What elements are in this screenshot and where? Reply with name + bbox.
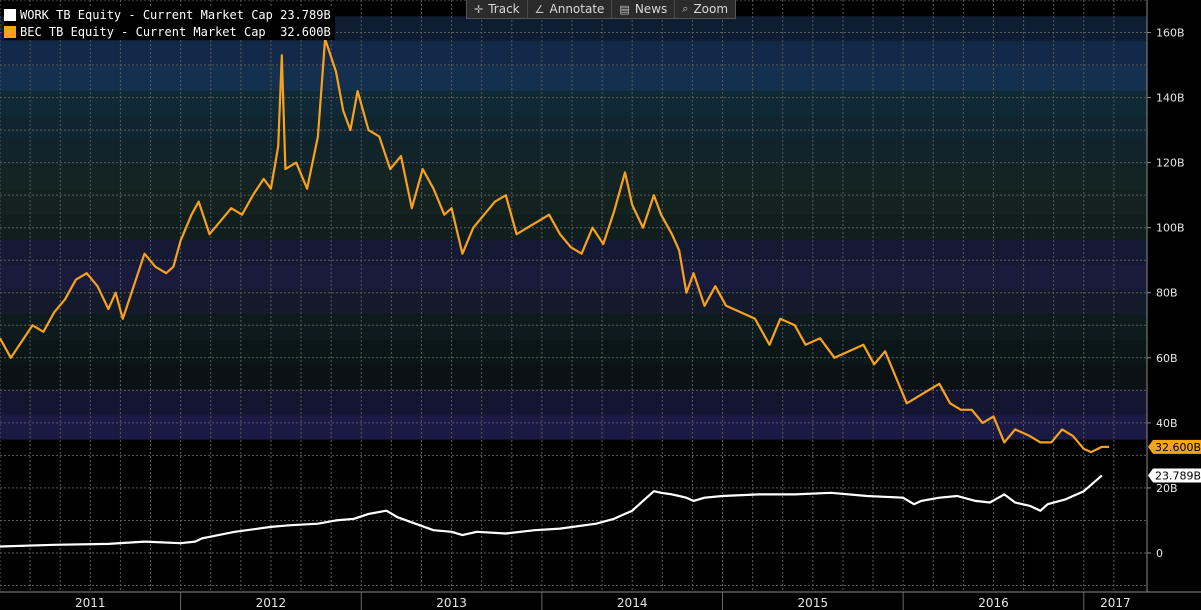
y-tick-label: 60B xyxy=(1156,352,1178,365)
news-button[interactable]: ▤ News xyxy=(612,0,676,18)
background-bands xyxy=(0,16,1147,440)
background-band xyxy=(0,240,1147,266)
background-band xyxy=(0,140,1147,167)
annotate-button[interactable]: ∠ Annotate xyxy=(528,0,613,18)
background-band xyxy=(0,41,1147,67)
background-band xyxy=(0,339,1147,365)
background-band xyxy=(0,364,1147,390)
zoom-label: Zoom xyxy=(693,2,729,16)
background-band xyxy=(0,314,1147,341)
magnifier-icon: ⌕ xyxy=(682,2,689,15)
crosshair-icon: ✛ xyxy=(474,2,484,16)
legend-value-bec: 32.600B xyxy=(280,24,331,39)
background-band xyxy=(0,414,1147,440)
x-tick-label: 2014 xyxy=(617,596,648,610)
last-value-labels: 32.600B 23.789B xyxy=(1148,439,1201,483)
y-tick-label: 40B xyxy=(1156,417,1178,430)
chart-legend: WORK TB Equity - Current Market Cap 23.7… xyxy=(4,6,335,40)
legend-item-work[interactable]: WORK TB Equity - Current Market Cap 23.7… xyxy=(4,6,335,23)
track-button[interactable]: ✛ Track xyxy=(467,0,528,18)
last-value-bg xyxy=(1148,468,1201,483)
y-tick-label: 100B xyxy=(1156,222,1185,235)
x-tick-label: 2016 xyxy=(978,596,1009,610)
x-tick-label: 2012 xyxy=(256,596,287,610)
background-band xyxy=(0,289,1147,316)
y-tick-labels: 0 20B 40B 60B 80B 100B 120B 140B 160B xyxy=(1147,27,1185,560)
last-value-label: 32.600B xyxy=(1155,441,1201,454)
last-value-label: 23.789B xyxy=(1155,470,1201,483)
y-tick-label: 0 xyxy=(1156,547,1163,560)
x-tick-labels: 2011 2012 2013 2014 2015 2016 2017 xyxy=(75,596,1131,610)
chart-toolbar: ✛ Track ∠ Annotate ▤ News ⌕ Zoom xyxy=(466,0,737,19)
series-lines xyxy=(0,37,1110,548)
x-tick-label: 2015 xyxy=(798,596,829,610)
last-value-badge-0: 32.600B xyxy=(1148,439,1201,454)
background-band xyxy=(0,389,1147,415)
x-tick-label: 2011 xyxy=(75,596,106,610)
y-tick-label: 120B xyxy=(1156,157,1185,170)
x-tick-label: 2017 xyxy=(1100,596,1131,610)
background-band xyxy=(0,190,1147,216)
y-tick-label: 140B xyxy=(1156,92,1185,105)
y-tick-label: 160B xyxy=(1156,27,1185,40)
last-value-badge-1: 23.789B xyxy=(1148,468,1201,483)
background-band xyxy=(0,90,1147,117)
legend-label-bec: BEC TB Equity - Current Market Cap xyxy=(20,24,266,39)
zoom-button[interactable]: ⌕ Zoom xyxy=(675,0,735,18)
y-tick-label: 80B xyxy=(1156,287,1178,300)
y-tick-label: 20B xyxy=(1156,482,1178,495)
legend-label-work: WORK TB Equity - Current Market Cap xyxy=(20,7,273,22)
series-line-1 xyxy=(0,474,1103,548)
series-line-0 xyxy=(0,37,1110,454)
legend-swatch-work xyxy=(4,8,16,21)
x-tick-label: 2013 xyxy=(436,596,467,610)
background-band xyxy=(0,66,1147,92)
news-label: News xyxy=(634,2,668,16)
legend-value-work: 23.789B xyxy=(280,7,331,22)
legend-item-bec[interactable]: BEC TB Equity - Current Market Cap 32.60… xyxy=(4,23,335,40)
last-value-bg xyxy=(1148,439,1201,454)
background-band xyxy=(0,115,1147,142)
newspaper-icon: ▤ xyxy=(619,2,630,16)
annotate-label: Annotate xyxy=(549,2,605,16)
track-label: Track xyxy=(488,2,520,16)
background-band xyxy=(0,165,1147,191)
horizontal-gridlines xyxy=(0,0,1147,586)
pencil-icon: ∠ xyxy=(534,2,545,16)
legend-swatch-bec xyxy=(4,25,16,38)
background-band xyxy=(0,265,1147,291)
